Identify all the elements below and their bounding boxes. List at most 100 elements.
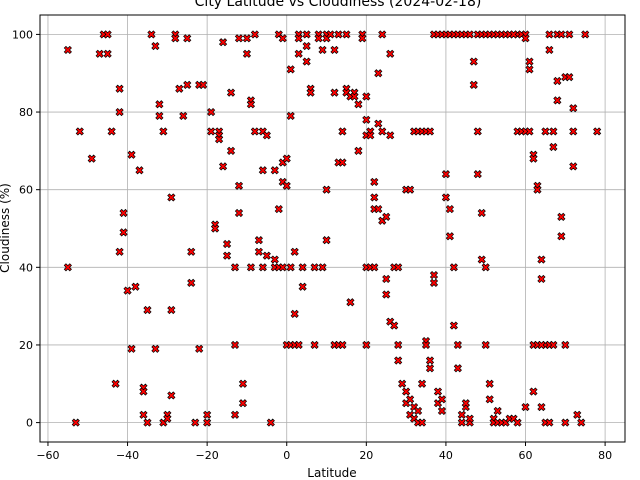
data-point: [135, 166, 144, 175]
data-point: [187, 247, 196, 256]
y-axis-ticks: 0 20 40 60 80 100: [12, 28, 40, 430]
data-point: [310, 263, 319, 272]
data-point: [222, 251, 232, 260]
data-point: [417, 379, 427, 388]
data-point: [378, 127, 387, 136]
data-point: [302, 30, 311, 39]
data-point: [561, 340, 570, 350]
data-point: [545, 30, 554, 39]
data-point: [374, 119, 383, 128]
data-point: [119, 208, 128, 218]
data-point: [394, 340, 403, 350]
data-point: [302, 41, 311, 51]
data-point: [107, 127, 116, 136]
data-point: [163, 414, 172, 423]
data-point: [425, 356, 435, 365]
data-point: [155, 100, 164, 109]
data-point: [593, 127, 602, 136]
data-point: [214, 135, 224, 144]
data-point: [378, 30, 387, 39]
data-point: [445, 204, 454, 214]
data-point: [175, 84, 184, 93]
data-point: [111, 379, 120, 388]
data-point: [119, 228, 128, 237]
data-point: [63, 263, 72, 272]
data-point: [318, 45, 327, 55]
data-point: [374, 204, 383, 214]
data-point: [330, 88, 339, 97]
data-point: [569, 104, 578, 113]
data-point: [541, 127, 550, 136]
data-point: [306, 88, 315, 97]
data-point: [183, 80, 192, 89]
data-point: [127, 150, 136, 159]
data-point: [549, 340, 558, 350]
y-tick-label: 20: [19, 339, 33, 352]
data-point: [338, 340, 347, 350]
data-point: [477, 208, 486, 218]
data-point: [569, 162, 578, 171]
data-point: [537, 340, 546, 350]
data-point: [433, 387, 443, 396]
data-point: [71, 418, 80, 427]
data-point: [513, 418, 522, 427]
data-point: [537, 255, 546, 264]
data-point: [445, 232, 454, 241]
data-point: [218, 38, 228, 47]
data-point: [282, 181, 291, 190]
data-point: [549, 142, 558, 152]
data-point: [382, 212, 391, 221]
data-point: [139, 387, 148, 396]
data-point: [143, 305, 152, 315]
data-point: [386, 49, 395, 58]
data-point: [366, 131, 375, 140]
data-point: [477, 255, 486, 264]
plot-frame: [39, 14, 626, 443]
data-point: [358, 34, 367, 43]
data-point: [234, 181, 244, 190]
data-point: [242, 49, 252, 58]
data-point: [449, 263, 458, 272]
y-tick-label: 60: [19, 184, 33, 197]
x-tick-label: 40: [439, 449, 453, 462]
data-point: [553, 96, 562, 105]
data-point: [350, 92, 359, 101]
data-point: [115, 247, 124, 256]
data-point: [143, 418, 152, 427]
data-point: [286, 263, 295, 272]
data-point: [557, 212, 566, 221]
data-point: [234, 208, 244, 218]
data-point: [394, 263, 403, 272]
data-point: [553, 76, 562, 86]
data-point: [274, 204, 283, 214]
data-point: [545, 45, 554, 55]
data-point: [453, 364, 462, 373]
data-point: [238, 379, 248, 388]
data-point: [362, 115, 371, 124]
data-point: [362, 340, 371, 350]
data-point: [453, 340, 462, 350]
data-point: [557, 30, 566, 39]
data-point: [533, 185, 542, 194]
data-point: [437, 406, 447, 416]
data-point: [199, 80, 208, 89]
x-axis-label: Latitude: [307, 466, 356, 480]
data-point: [394, 356, 403, 365]
data-point: [286, 65, 295, 74]
data-point: [254, 236, 263, 245]
data-point: [370, 263, 379, 272]
data-point: [485, 395, 494, 404]
data-point: [521, 34, 530, 43]
data-point: [469, 80, 478, 89]
data-point: [509, 30, 518, 39]
data-point: [457, 418, 466, 427]
data-point: [493, 406, 502, 416]
data-point: [421, 340, 431, 350]
data-point: [230, 410, 240, 419]
data-point: [390, 321, 399, 330]
data-point: [330, 45, 339, 55]
data-point: [465, 414, 474, 423]
data-point: [254, 247, 263, 256]
data-point: [75, 127, 84, 136]
data-point: [294, 49, 303, 58]
